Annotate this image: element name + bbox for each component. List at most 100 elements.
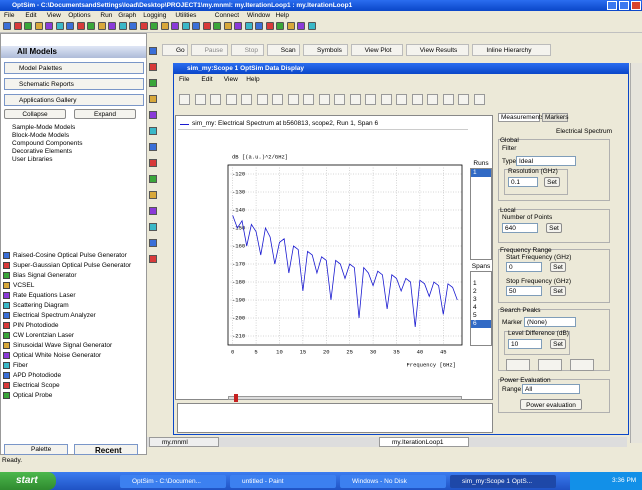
menu-item[interactable]: Edit [25, 12, 37, 19]
component-item[interactable]: Sinusoidal Wave Signal Generator [13, 342, 113, 349]
menu-item[interactable]: View [46, 12, 61, 19]
toolbar-icon[interactable] [149, 191, 157, 199]
sidebar-button[interactable]: Applications Gallery [4, 94, 144, 106]
menu-item[interactable]: View [223, 76, 238, 83]
toolbar-icon[interactable] [149, 63, 157, 71]
component-item[interactable]: VCSEL [13, 282, 35, 289]
text-field[interactable]: 0.1 [508, 177, 538, 187]
nav-button[interactable] [538, 359, 562, 371]
toolbar-icon[interactable] [87, 22, 95, 30]
toolbar-icon[interactable] [97, 22, 106, 30]
toolbar-icon[interactable] [256, 94, 268, 105]
tree-item[interactable]: Block-Mode Models [12, 132, 70, 139]
toolbar-icon[interactable] [244, 22, 253, 30]
toolbar-icon[interactable] [149, 111, 157, 119]
component-item[interactable]: Raised-Cosine Optical Pulse Generator [13, 252, 127, 259]
component-item[interactable]: Bias Signal Generator [13, 272, 77, 279]
set-button[interactable]: Set [550, 339, 566, 349]
span-item[interactable]: 5 [473, 312, 477, 319]
toolbar-icon[interactable] [213, 22, 221, 30]
menu-item[interactable]: Graph [118, 12, 137, 19]
component-item[interactable]: Scattering Diagram [13, 302, 69, 309]
component-item[interactable]: Electrical Spectrum Analyzer [13, 312, 96, 319]
menu-item[interactable]: Connect [214, 12, 240, 19]
toolbar-icon[interactable] [129, 22, 137, 30]
taskbar-item[interactable]: OptSim - C:\Documen... [120, 475, 226, 488]
toolbar-button[interactable]: Scan [266, 44, 300, 56]
toolbar-icon[interactable] [427, 94, 438, 105]
toolbar-icon[interactable] [380, 94, 392, 105]
x-slider-handle[interactable] [234, 394, 238, 402]
toolbar-icon[interactable] [458, 94, 469, 105]
toolbar-icon[interactable] [149, 175, 157, 183]
toolbar-icon[interactable] [139, 22, 148, 30]
toolbar-icon[interactable] [171, 22, 179, 30]
toolbar-button[interactable]: View Results [405, 44, 470, 56]
panel-tab[interactable]: Markers [542, 113, 568, 122]
tree-item[interactable]: Decorative Elements [12, 148, 72, 155]
menu-item[interactable]: Options [68, 12, 91, 19]
taskbar-item[interactable]: Windows - No Disk [340, 475, 446, 488]
span-item[interactable]: 2 [473, 288, 477, 295]
toolbar-icon[interactable] [334, 94, 345, 105]
text-field[interactable]: 10 [508, 339, 542, 349]
taskbar-item[interactable]: sim_my:Scope 1 OptS... [450, 475, 556, 488]
close-button[interactable] [631, 1, 641, 10]
span-item[interactable]: 1 [473, 280, 477, 287]
set-button[interactable]: Set [550, 262, 566, 272]
toolbar-icon[interactable] [297, 22, 305, 30]
toolbar-icon[interactable] [442, 94, 454, 105]
toolbar-icon[interactable] [365, 94, 376, 105]
tree-item[interactable]: Sample-Mode Models [12, 124, 76, 131]
toolbar-icon[interactable] [149, 207, 157, 215]
run-item[interactable]: 1 [471, 169, 491, 177]
tree-item[interactable]: Compound Components [12, 140, 83, 147]
toolbar-icon[interactable] [241, 94, 252, 105]
span-item[interactable]: 4 [473, 304, 477, 311]
scrollbar[interactable] [630, 63, 642, 443]
menu-item[interactable]: Help [275, 12, 289, 19]
toolbar-icon[interactable] [194, 94, 206, 105]
menu-item[interactable]: Edit [201, 76, 213, 83]
sidebar-button[interactable]: Model Palettes [4, 62, 144, 74]
toolbar-icon[interactable] [149, 159, 157, 167]
toolbar-icon[interactable] [108, 22, 116, 30]
minimize-button[interactable] [607, 1, 617, 10]
component-item[interactable]: CW Lorentzian Laser [13, 332, 75, 339]
toolbar-icon[interactable] [149, 79, 157, 87]
toolbar-icon[interactable] [473, 94, 485, 105]
sidebar-button[interactable]: Schematic Reports [4, 78, 144, 90]
toolbar-icon[interactable] [3, 22, 11, 30]
toolbar-icon[interactable] [223, 22, 232, 30]
component-item[interactable]: APD Photodiode [13, 372, 62, 379]
component-item[interactable]: PIN Photodiode [13, 322, 59, 329]
toolbar-icon[interactable] [349, 94, 361, 105]
component-item[interactable]: Optical Probe [13, 392, 53, 399]
toolbar-icon[interactable] [149, 127, 157, 135]
toolbar-icon[interactable] [396, 94, 407, 105]
text-field[interactable]: 640 [502, 223, 538, 233]
toolbar-icon[interactable] [411, 94, 423, 105]
toolbar-icon[interactable] [76, 22, 85, 30]
toolbar-icon[interactable] [13, 22, 22, 30]
power-button[interactable]: Power evaluation [520, 399, 582, 410]
toolbar-button[interactable]: Inline Hierarchy [472, 44, 552, 56]
sidebar-tab[interactable]: Palette [4, 444, 68, 455]
menu-item[interactable]: Logging [143, 12, 167, 19]
panel-tab[interactable]: Measurements [498, 113, 544, 122]
dropdown[interactable]: All [522, 384, 580, 394]
toolbar-icon[interactable] [118, 22, 127, 30]
document-tab[interactable]: my.mnml [149, 437, 219, 447]
toolbar-icon[interactable] [149, 223, 157, 231]
toolbar-icon[interactable] [160, 22, 169, 30]
menu-item[interactable]: Utilities [175, 12, 197, 19]
toolbar-icon[interactable] [265, 22, 274, 30]
toolbar-icon[interactable] [24, 22, 32, 30]
toolbar-icon[interactable] [149, 47, 157, 55]
toolbar-icon[interactable] [202, 22, 211, 30]
toolbar-icon[interactable] [55, 22, 64, 30]
menu-item[interactable]: Window [247, 12, 271, 19]
toolbar-icon[interactable] [318, 94, 330, 105]
sidebar-tab[interactable]: Recent [74, 444, 138, 455]
toolbar-button[interactable]: Stop [230, 44, 264, 56]
